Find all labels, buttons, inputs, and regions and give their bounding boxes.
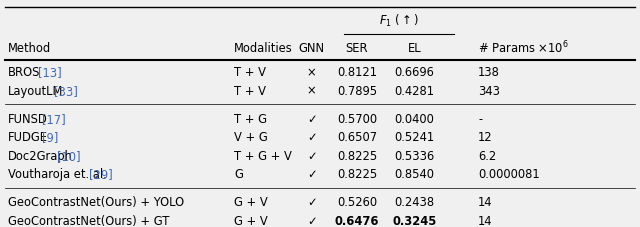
Text: GNN: GNN [299, 42, 324, 54]
Text: ✓: ✓ [307, 131, 317, 144]
Text: 0.0400: 0.0400 [394, 112, 435, 125]
Text: 343: 343 [478, 84, 500, 97]
Text: T + V: T + V [234, 66, 266, 79]
Text: ×: × [307, 84, 317, 97]
Text: 0.6696: 0.6696 [394, 66, 435, 79]
Text: 0.5241: 0.5241 [394, 131, 435, 144]
Text: GeoContrastNet(Ours) + GT: GeoContrastNet(Ours) + GT [8, 214, 169, 227]
Text: [29]: [29] [90, 168, 113, 180]
Text: T + G + V: T + G + V [234, 149, 292, 162]
Text: V + G: V + G [234, 131, 268, 144]
Text: 0.8121: 0.8121 [337, 66, 377, 79]
Text: T + V: T + V [234, 84, 266, 97]
Text: GeoContrastNet(Ours) + YOLO: GeoContrastNet(Ours) + YOLO [8, 195, 184, 208]
Text: 12: 12 [478, 131, 493, 144]
Text: ✓: ✓ [307, 112, 317, 125]
Text: 6.2: 6.2 [478, 149, 496, 162]
Text: 0.6507: 0.6507 [337, 131, 377, 144]
Text: Voutharoja et. al.: Voutharoja et. al. [8, 168, 106, 180]
Text: ×: × [307, 66, 317, 79]
Text: G + V: G + V [234, 214, 268, 227]
Text: LayoutLM: LayoutLM [8, 84, 63, 97]
Text: 0.5336: 0.5336 [394, 149, 435, 162]
Text: BROS: BROS [8, 66, 40, 79]
Text: FUDGE: FUDGE [8, 131, 48, 144]
Text: $F_1$ ($\uparrow$): $F_1$ ($\uparrow$) [379, 12, 419, 28]
Text: Method: Method [8, 42, 51, 54]
Text: 0.6476: 0.6476 [335, 214, 380, 227]
Text: 0.2438: 0.2438 [394, 195, 435, 208]
Text: 0.0000081: 0.0000081 [478, 168, 540, 180]
Text: [33]: [33] [54, 84, 77, 97]
Text: FUNSD: FUNSD [8, 112, 47, 125]
Text: 0.5700: 0.5700 [337, 112, 377, 125]
Text: 138: 138 [478, 66, 500, 79]
Text: [13]: [13] [38, 66, 62, 79]
Text: 0.4281: 0.4281 [394, 84, 435, 97]
Text: -: - [478, 112, 482, 125]
Text: 0.7895: 0.7895 [337, 84, 377, 97]
Text: [10]: [10] [58, 149, 81, 162]
Text: ✓: ✓ [307, 149, 317, 162]
Text: Modalities: Modalities [234, 42, 292, 54]
Text: G + V: G + V [234, 195, 268, 208]
Text: # Params $\times$10$^6$: # Params $\times$10$^6$ [478, 40, 569, 56]
Text: T + G: T + G [234, 112, 267, 125]
Text: Doc2Graph: Doc2Graph [8, 149, 72, 162]
Text: ✓: ✓ [307, 195, 317, 208]
Text: [9]: [9] [42, 131, 58, 144]
Text: 0.3245: 0.3245 [392, 214, 436, 227]
Text: 0.8225: 0.8225 [337, 168, 377, 180]
Text: 0.8225: 0.8225 [337, 149, 377, 162]
Text: 0.8540: 0.8540 [394, 168, 435, 180]
Text: [17]: [17] [42, 112, 65, 125]
Text: G: G [234, 168, 243, 180]
Text: ✓: ✓ [307, 214, 317, 227]
Text: 14: 14 [478, 214, 493, 227]
Text: 0.5260: 0.5260 [337, 195, 377, 208]
Text: ✓: ✓ [307, 168, 317, 180]
Text: EL: EL [408, 42, 421, 54]
Text: 14: 14 [478, 195, 493, 208]
Text: SER: SER [346, 42, 368, 54]
